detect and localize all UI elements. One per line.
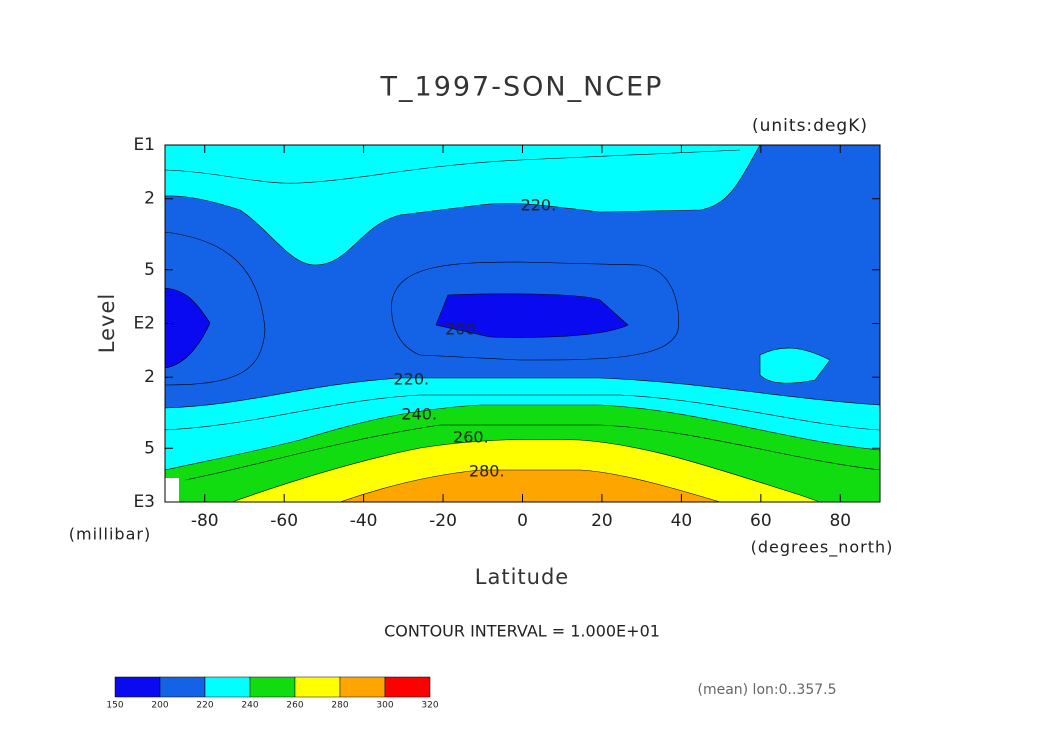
colorbar-cell: [204, 676, 251, 698]
x-tick-label: 60: [750, 511, 772, 531]
y-tick-label: E3: [133, 492, 155, 512]
contour-line: [184, 424, 881, 481]
contour-region: [164, 287, 211, 369]
contour-region: [435, 293, 629, 338]
colorbar-label: 260: [286, 701, 303, 711]
x-tick-label: 0: [517, 511, 528, 531]
x-tick-label: -60: [270, 511, 298, 531]
plot-area: [164, 144, 881, 503]
colorbar-label: 200: [151, 701, 168, 711]
x-units: (degrees_north): [751, 538, 894, 558]
contour-region: [164, 144, 761, 266]
contour-line: [164, 149, 741, 184]
contour-region: [759, 347, 831, 384]
contour-label: 240.: [401, 405, 437, 424]
y-tick-label: 2: [144, 189, 155, 209]
units-label: (units:degK): [752, 116, 868, 136]
colorbar-label: 150: [106, 701, 123, 711]
contour-line: [391, 261, 679, 361]
note: (mean) lon:0..357.5: [697, 682, 836, 698]
missing-data: [165, 478, 179, 502]
contour-label: 280.: [469, 461, 505, 480]
contour-region: [339, 469, 721, 503]
y-tick-label: 5: [144, 260, 155, 280]
colorbar-cell: [114, 676, 161, 698]
chart-title: T_1997-SON_NCEP: [380, 72, 664, 103]
colorbar-cell: [339, 676, 386, 698]
y-tick-label: E2: [133, 314, 155, 334]
y-tick-label: 2: [144, 367, 155, 387]
colorbar-label: 280: [331, 701, 348, 711]
contour-label: 260.: [453, 428, 489, 447]
y-tick-label: 5: [144, 438, 155, 458]
contour-label: 220.: [393, 369, 429, 388]
colorbar-cell: [159, 676, 206, 698]
colorbar-cell: [294, 676, 341, 698]
colorbar-label: 320: [421, 701, 438, 711]
y-units: (millibar): [69, 525, 151, 544]
contour-line: [164, 231, 266, 386]
x-tick-label: -40: [350, 511, 378, 531]
colorbar-label: 240: [241, 701, 258, 711]
colorbar-label: 300: [376, 701, 393, 711]
x-tick-label: 20: [591, 511, 613, 531]
contour-interval: CONTOUR INTERVAL = 1.000E+01: [384, 622, 660, 641]
x-tick-label: -20: [429, 511, 457, 531]
y-tick-label: E1: [133, 135, 155, 155]
colorbar-label: 220: [196, 701, 213, 711]
x-tick-label: -80: [191, 511, 219, 531]
contour-line: [164, 394, 881, 431]
contour-label: 200.: [445, 320, 481, 339]
y-axis-title: Level: [95, 293, 119, 353]
colorbar-cell: [249, 676, 296, 698]
x-tick-label: 40: [671, 511, 693, 531]
x-tick-label: 80: [829, 511, 851, 531]
x-axis-title: Latitude: [475, 565, 569, 589]
colorbar-cell: [384, 676, 431, 698]
contour-label: 220.: [521, 196, 557, 215]
